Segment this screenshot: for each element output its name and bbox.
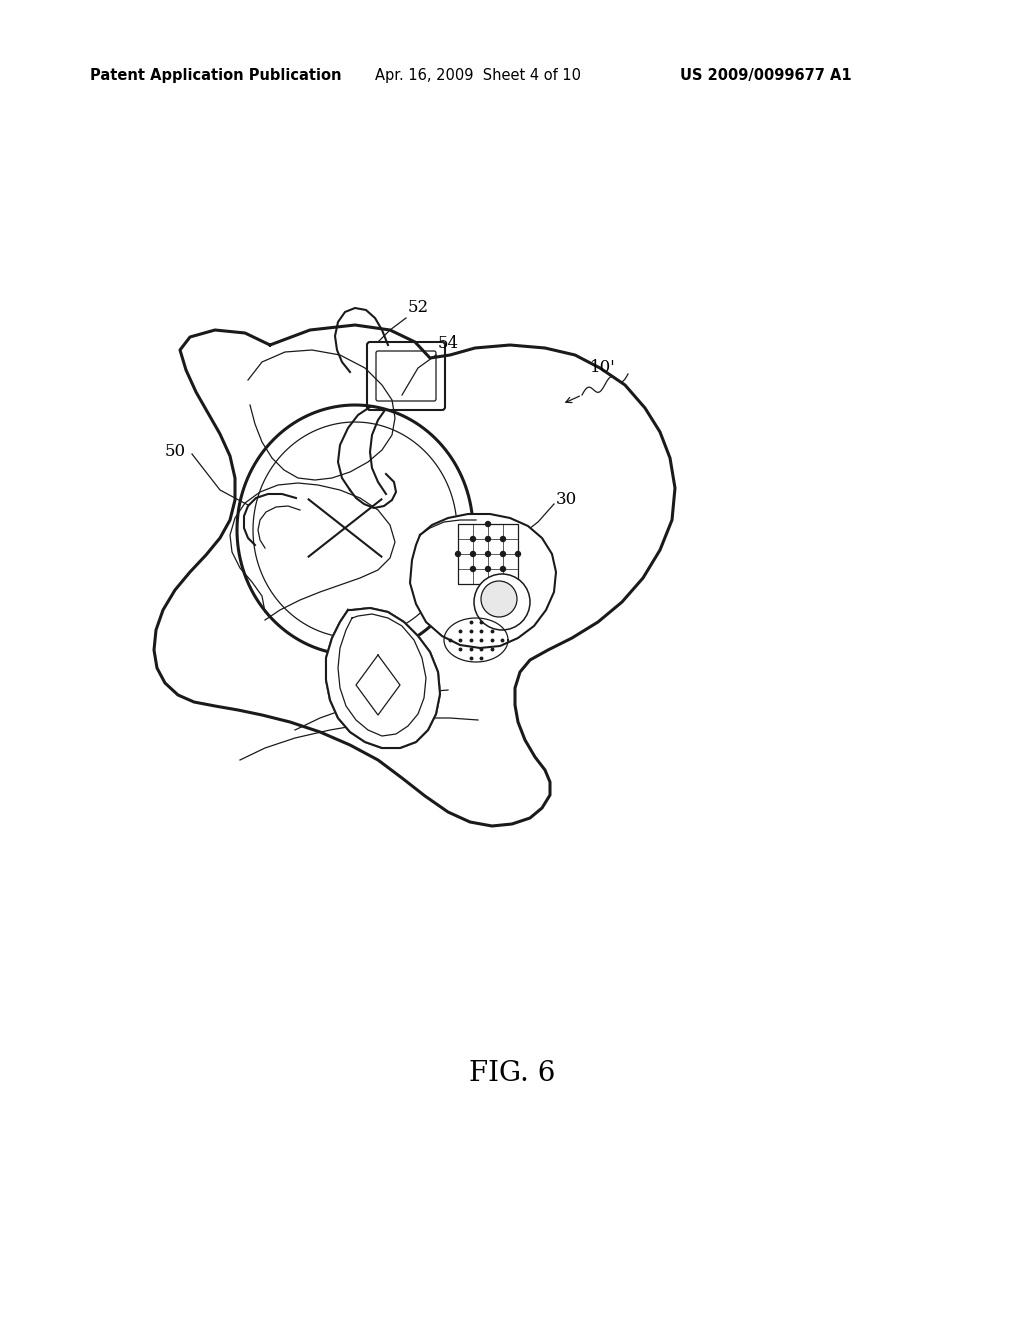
Circle shape <box>485 582 490 586</box>
Text: Patent Application Publication: Patent Application Publication <box>90 69 341 83</box>
Circle shape <box>474 574 530 630</box>
Text: 52: 52 <box>408 300 429 315</box>
Circle shape <box>501 536 506 541</box>
Circle shape <box>485 566 490 572</box>
Circle shape <box>501 552 506 557</box>
Polygon shape <box>410 513 556 648</box>
Circle shape <box>485 552 490 557</box>
Text: US 2009/0099677 A1: US 2009/0099677 A1 <box>680 69 852 83</box>
Circle shape <box>515 552 520 557</box>
Text: 54: 54 <box>438 335 459 352</box>
Text: 30: 30 <box>556 491 578 508</box>
Circle shape <box>470 552 475 557</box>
Circle shape <box>501 566 506 572</box>
Text: 50: 50 <box>165 444 186 461</box>
FancyBboxPatch shape <box>376 351 436 401</box>
Circle shape <box>456 552 461 557</box>
Circle shape <box>481 581 517 616</box>
FancyBboxPatch shape <box>367 342 445 411</box>
Text: Apr. 16, 2009  Sheet 4 of 10: Apr. 16, 2009 Sheet 4 of 10 <box>375 69 581 83</box>
Polygon shape <box>326 609 440 748</box>
Circle shape <box>470 566 475 572</box>
Circle shape <box>485 536 490 541</box>
Text: FIG. 6: FIG. 6 <box>469 1060 555 1086</box>
Text: 10': 10' <box>590 359 615 376</box>
Bar <box>458 524 518 583</box>
Circle shape <box>470 536 475 541</box>
Circle shape <box>485 521 490 527</box>
